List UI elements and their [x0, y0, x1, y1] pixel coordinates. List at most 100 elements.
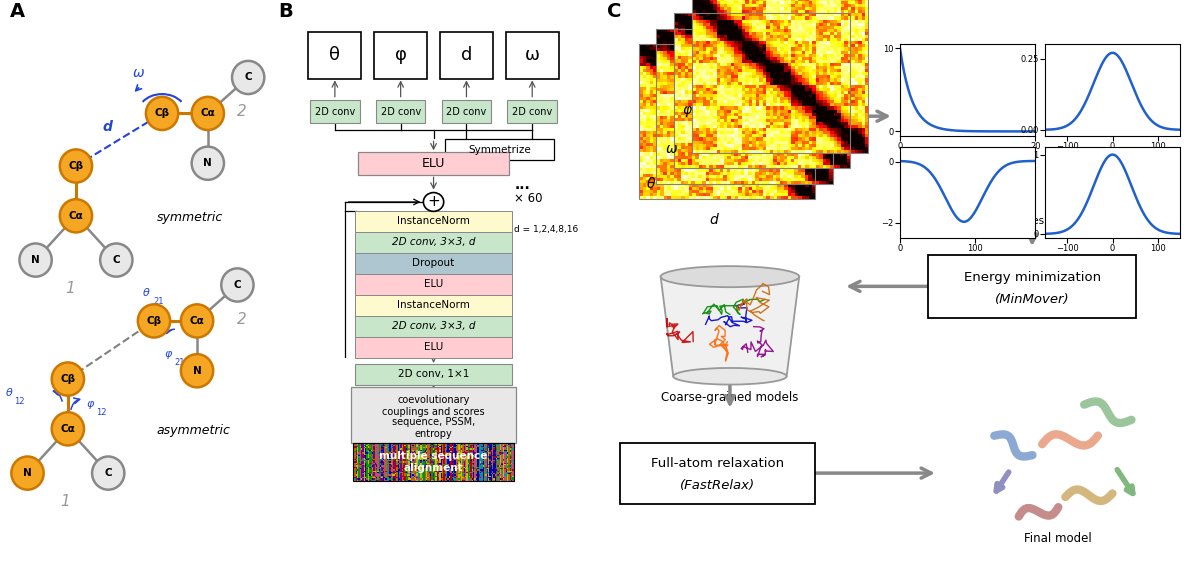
Bar: [673, 13, 850, 168]
Text: 2D conv, 1×1: 2D conv, 1×1: [398, 368, 469, 378]
FancyBboxPatch shape: [358, 152, 509, 175]
Text: 1: 1: [60, 494, 69, 510]
Text: ω: ω: [525, 46, 539, 64]
Text: θ: θ: [6, 388, 13, 397]
Text: 2: 2: [237, 311, 248, 327]
Text: C: C: [608, 2, 622, 20]
Circle shape: [232, 61, 264, 94]
Circle shape: [191, 97, 224, 130]
Circle shape: [60, 149, 92, 182]
FancyBboxPatch shape: [507, 100, 557, 123]
Text: Coarse-grained models: Coarse-grained models: [661, 391, 799, 404]
Circle shape: [146, 97, 178, 130]
Text: Cα: Cα: [68, 211, 84, 221]
Text: N: N: [23, 468, 32, 478]
FancyBboxPatch shape: [352, 387, 517, 443]
Text: θ: θ: [647, 177, 655, 191]
FancyBboxPatch shape: [355, 295, 512, 316]
Text: C: C: [244, 73, 252, 83]
Text: 21: 21: [175, 358, 185, 367]
Text: B: B: [277, 2, 293, 20]
Text: symmetric: symmetric: [157, 211, 222, 224]
Text: φ: φ: [165, 349, 172, 359]
Circle shape: [181, 304, 213, 338]
Text: Cβ: Cβ: [60, 374, 75, 384]
Text: coevolutionary
couplings and scores: coevolutionary couplings and scores: [383, 395, 484, 417]
Circle shape: [60, 199, 92, 232]
Text: d: d: [103, 120, 112, 134]
Circle shape: [181, 354, 213, 388]
FancyBboxPatch shape: [355, 211, 512, 232]
Text: 1: 1: [65, 281, 75, 296]
Text: d = 1,2,4,8,16: d = 1,2,4,8,16: [514, 225, 579, 234]
Text: φ: φ: [395, 46, 407, 64]
Text: × 60: × 60: [514, 192, 543, 205]
Text: Cα: Cα: [201, 109, 215, 119]
Text: multiple sequence
alignment: multiple sequence alignment: [379, 451, 488, 473]
Text: ω: ω: [666, 142, 678, 156]
Circle shape: [19, 243, 51, 277]
Text: sequence, PSSM,
entropy: sequence, PSSM, entropy: [392, 418, 475, 439]
Text: Cβ: Cβ: [146, 316, 161, 326]
Text: A: A: [11, 2, 25, 20]
Circle shape: [221, 268, 254, 302]
FancyBboxPatch shape: [353, 443, 514, 482]
Text: Cβ: Cβ: [154, 109, 170, 119]
Text: d: d: [709, 213, 718, 227]
FancyBboxPatch shape: [355, 316, 512, 337]
Text: +: +: [427, 195, 440, 210]
Circle shape: [191, 146, 224, 180]
Text: C: C: [233, 280, 242, 290]
Text: 2D conv: 2D conv: [380, 107, 421, 117]
Text: ELU: ELU: [423, 342, 444, 353]
Circle shape: [12, 457, 43, 490]
Text: C: C: [112, 255, 120, 265]
Circle shape: [92, 457, 124, 490]
FancyBboxPatch shape: [928, 254, 1136, 318]
Text: d: d: [460, 46, 472, 64]
Polygon shape: [660, 277, 799, 376]
Text: Cα: Cα: [190, 316, 205, 326]
Ellipse shape: [673, 368, 787, 385]
FancyBboxPatch shape: [374, 32, 427, 78]
Bar: [691, 0, 868, 153]
FancyBboxPatch shape: [355, 337, 512, 358]
Text: C: C: [104, 468, 112, 478]
Text: (MinMover): (MinMover): [995, 293, 1069, 306]
Text: 2D conv: 2D conv: [315, 107, 355, 117]
Text: 2D conv, 3×3, d: 2D conv, 3×3, d: [392, 238, 475, 248]
FancyBboxPatch shape: [506, 32, 559, 78]
Text: N: N: [203, 158, 212, 168]
Text: ELU: ELU: [422, 157, 445, 170]
Text: N: N: [31, 255, 39, 265]
FancyBboxPatch shape: [620, 443, 814, 504]
FancyBboxPatch shape: [309, 32, 361, 78]
Circle shape: [138, 304, 170, 338]
Text: Smoothed inter-residue restraints: Smoothed inter-residue restraints: [944, 216, 1121, 226]
Text: 2: 2: [237, 104, 248, 119]
FancyBboxPatch shape: [355, 253, 512, 274]
Text: 12: 12: [97, 408, 106, 417]
Text: φ: φ: [86, 399, 94, 408]
Text: InstanceNorm: InstanceNorm: [397, 216, 470, 227]
Text: Cα: Cα: [61, 424, 75, 434]
FancyBboxPatch shape: [355, 274, 512, 295]
Text: 12: 12: [14, 397, 25, 406]
FancyBboxPatch shape: [376, 100, 426, 123]
Text: Final model: Final model: [1024, 532, 1091, 545]
Circle shape: [51, 413, 84, 446]
Circle shape: [100, 243, 133, 277]
Text: Dropout: Dropout: [413, 259, 454, 268]
Text: 2D conv, 3×3, d: 2D conv, 3×3, d: [392, 321, 475, 332]
FancyBboxPatch shape: [355, 232, 512, 253]
Text: Energy minimization: Energy minimization: [964, 271, 1100, 284]
Circle shape: [423, 192, 444, 211]
Ellipse shape: [660, 266, 799, 287]
Text: 21: 21: [153, 297, 164, 306]
Text: θ: θ: [329, 46, 341, 64]
Text: 2D conv: 2D conv: [446, 107, 487, 117]
Text: 2D conv: 2D conv: [512, 107, 553, 117]
Text: Cβ: Cβ: [68, 161, 84, 171]
Bar: [639, 44, 814, 199]
FancyBboxPatch shape: [310, 100, 360, 123]
